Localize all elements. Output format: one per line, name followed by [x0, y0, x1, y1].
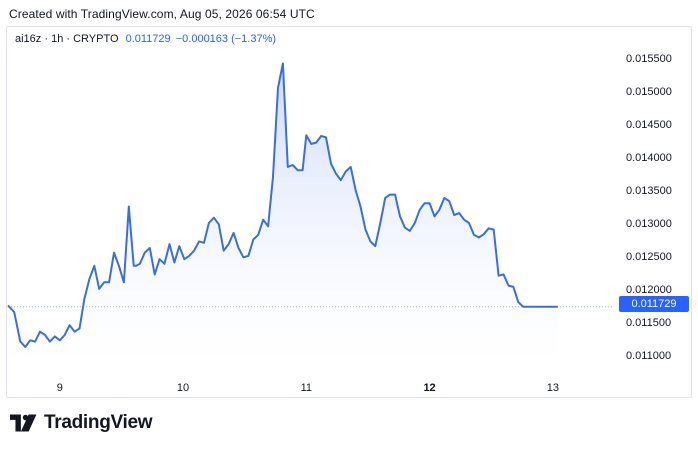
price-change: −0.000163 (−1.37%) [175, 33, 277, 45]
x-tick-label: 10 [177, 382, 189, 394]
y-tick-label: 0.011500 [626, 317, 671, 329]
x-tick-label: 12 [423, 382, 435, 394]
last-price-label: 0.011729 [619, 296, 689, 312]
last-price-value: 0.011729 [125, 33, 171, 45]
chart-panel[interactable] [6, 26, 692, 398]
symbol-label: ai16z · 1h · CRYPTO [15, 33, 119, 45]
tradingview-logo-icon [10, 414, 37, 432]
y-tick-label: 0.015500 [626, 53, 672, 65]
x-tick-label: 11 [301, 382, 312, 394]
x-tick-label: 13 [547, 382, 559, 394]
y-tick-label: 0.013500 [626, 185, 672, 197]
price-series-line [7, 62, 558, 348]
created-caption: Created with TradingView.com, Aug 05, 20… [9, 7, 315, 21]
symbol-legend: ai16z · 1h · CRYPTO 0.011729 −0.000163 (… [15, 33, 276, 45]
y-tick-label: 0.014500 [626, 119, 672, 131]
y-tick-label: 0.014000 [626, 152, 672, 164]
x-tick-label: 9 [57, 382, 63, 394]
brand-name: TradingView [44, 412, 153, 433]
price-area-fill [8, 63, 558, 368]
y-tick-label: 0.011000 [626, 350, 671, 362]
y-tick-label: 0.013000 [626, 218, 672, 230]
y-tick-label: 0.015000 [626, 86, 672, 98]
y-tick-label: 0.012500 [626, 251, 672, 263]
brand: TradingView [10, 412, 153, 434]
y-tick-label: 0.012000 [626, 284, 672, 296]
